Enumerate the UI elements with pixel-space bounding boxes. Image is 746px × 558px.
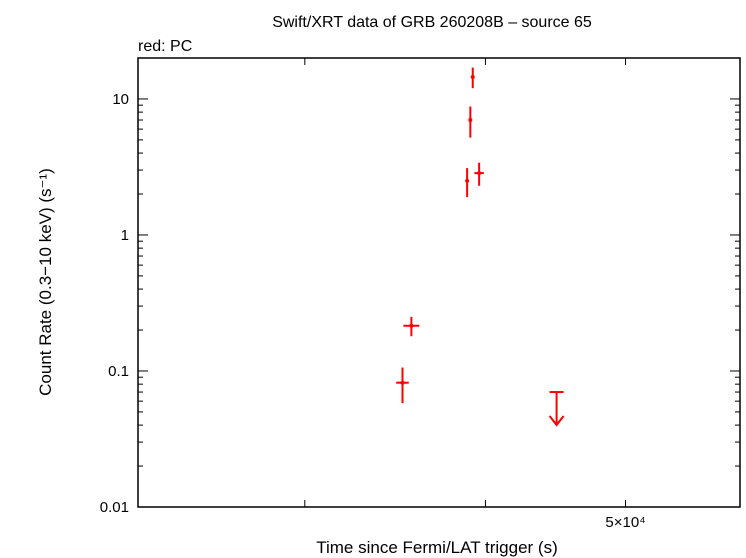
y-axis-label: Count Rate (0.3−10 keV) (s⁻¹) xyxy=(36,168,55,396)
chart-title: Swift/XRT data of GRB 260208B – source 6… xyxy=(272,14,592,31)
x-tick-label: 5×10⁴ xyxy=(605,514,645,531)
data-marks xyxy=(396,67,565,427)
y-tick-label: 10 xyxy=(112,91,129,108)
data-point xyxy=(474,162,484,186)
upper-limit-arrowhead xyxy=(548,415,565,427)
point-marker xyxy=(470,74,475,79)
upper-limit xyxy=(548,391,565,427)
plot-frame xyxy=(137,57,741,508)
point-marker xyxy=(465,178,470,183)
x-axis-label: Time since Fermi/LAT trigger (s) xyxy=(316,538,558,557)
data-point xyxy=(396,367,409,404)
point-marker xyxy=(477,171,482,176)
y-tick-label: 0.1 xyxy=(108,363,129,380)
axis-ticks: 0.01 0.1 1 10 5×10⁴ xyxy=(100,58,740,531)
data-point xyxy=(468,106,473,138)
point-marker xyxy=(409,323,414,328)
y-tick-label: 1 xyxy=(121,227,129,244)
point-marker xyxy=(400,380,405,385)
chart-subtitle: red: PC xyxy=(138,38,192,55)
data-point xyxy=(465,168,470,198)
y-tick-label: 0.01 xyxy=(100,499,129,516)
data-point xyxy=(403,316,420,337)
point-marker xyxy=(468,118,473,123)
data-point xyxy=(470,67,475,89)
